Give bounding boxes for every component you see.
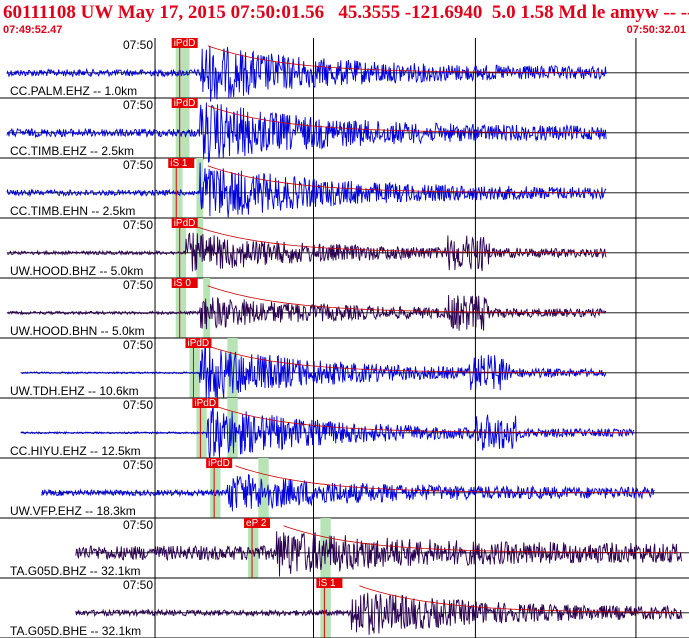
time-tick-label: 07:50: [123, 98, 153, 112]
time-tick-label: 07:50: [123, 338, 153, 352]
pick-band: [182, 98, 190, 158]
trace-panel: 07:50 iPdD UW.TDH.EHZ -- 10.6km: [0, 338, 689, 402]
time-tick-label: 07:50: [123, 38, 153, 52]
pick-band: [196, 398, 207, 458]
waveform: [20, 344, 607, 402]
pick-band: [175, 278, 187, 338]
pick-band: [175, 98, 187, 158]
pick-band: [182, 38, 190, 98]
coda-fit-curve: [207, 105, 604, 133]
trace-panel: 07:50 iS 0 UW.HOOD.BHN -- 5.0km: [0, 278, 689, 339]
waveform: [75, 592, 683, 635]
station-label: TA.G05D.BHE -- 32.1km: [10, 624, 141, 638]
station-label: TA.G05D.BHZ -- 32.1km: [10, 564, 140, 578]
trace-panel: 07:50 iPdD CC.PALM.EHZ -- 1.0km: [0, 38, 689, 102]
time-tick-label: 07:50: [123, 158, 153, 172]
coda-fit-curve: [235, 465, 652, 494]
pick-band: [175, 38, 187, 98]
coda-fit-curve: [193, 225, 606, 254]
waveform: [6, 102, 607, 163]
pick-label: iPdD: [187, 338, 209, 349]
pick-marker: [171, 218, 198, 228]
pick-marker: [168, 158, 195, 168]
coda-fit-curve: [207, 45, 604, 73]
pick-marker: [244, 518, 271, 528]
trace-panel: 07:50 iPdD UW.HOOD.BHZ -- 5.0km: [0, 218, 689, 279]
pick-marker: [171, 278, 198, 288]
pick-band: [175, 218, 187, 278]
pick-marker: [171, 38, 198, 48]
time-tick-label: 07:50: [123, 218, 153, 232]
pick-label: eP 2: [246, 518, 267, 529]
pick-marker: [192, 398, 219, 408]
station-label: CC.PALM.EHZ -- 1.0km: [10, 84, 137, 98]
time-tick-label: 07:50: [123, 398, 153, 412]
pick-band: [172, 158, 183, 218]
trace-panel: 07:50 iS 1 CC.TIMB.EHN -- 2.5km: [0, 158, 689, 219]
pick-label: iS 1: [170, 158, 188, 169]
coda-fit-curve: [207, 165, 604, 193]
trace-panel: 07:50 iS 1 TA.G05D.BHE -- 32.1km: [0, 578, 689, 638]
trace-panel: 07:50 eP 2 TA.G05D.BHZ -- 32.1km: [0, 518, 689, 579]
pick-label: iS 1: [318, 578, 336, 589]
pick-band: [227, 338, 238, 398]
pick-marker: [316, 578, 343, 588]
pick-label: iPdD: [174, 218, 196, 229]
coda-fit-curve: [359, 585, 680, 613]
station-label: UW.HOOD.BHZ -- 5.0km: [10, 264, 143, 278]
waveform: [75, 531, 683, 577]
station-label: UW.TDH.EHZ -- 10.6km: [10, 384, 139, 398]
pick-marker: [206, 458, 233, 468]
end-time: 07:50:32.01: [626, 24, 686, 36]
coda-fit-curve: [207, 285, 604, 313]
station-label: UW.HOOD.BHN -- 5.0km: [10, 324, 145, 338]
pick-band: [189, 338, 200, 398]
time-tick-label: 07:50: [123, 458, 153, 472]
coda-fit-curve: [207, 345, 604, 373]
station-label: UW.VFP.EHZ -- 18.3km: [10, 504, 136, 518]
coda-fit-curve: [214, 405, 631, 434]
event-title: 60111108 UW May 17, 2015 07:50:01.56 45.…: [3, 2, 689, 23]
start-time: 07:49:52.47: [3, 24, 63, 36]
time-tick-label: 07:50: [123, 518, 153, 532]
pick-label: iPdD: [194, 398, 216, 409]
trace-panel: 07:50 iPdD UW.VFP.EHZ -- 18.3km: [0, 458, 689, 519]
time-tick-label: 07:50: [123, 578, 153, 592]
pick-band: [320, 578, 331, 638]
pick-label: iS 0: [174, 278, 192, 289]
waveform: [41, 473, 655, 512]
trace-panel: 07:50 iPdD CC.TIMB.EHZ -- 2.5km: [0, 98, 689, 163]
waveform: [6, 162, 607, 218]
pick-marker: [185, 338, 212, 348]
station-label: CC.HIYU.EHZ -- 12.5km: [10, 444, 141, 458]
pick-band: [248, 518, 259, 578]
header-bar: 60111108 UW May 17, 2015 07:50:01.56 45.…: [0, 0, 689, 38]
station-label: CC.TIMB.EHZ -- 2.5km: [10, 144, 134, 158]
pick-band: [258, 458, 269, 518]
pick-band: [196, 218, 204, 278]
pick-band: [210, 458, 221, 518]
time-tick-label: 07:50: [123, 278, 153, 292]
coda-fit-curve: [283, 525, 680, 553]
waveform: [6, 45, 607, 102]
pick-marker: [171, 98, 198, 108]
pick-label: iPdD: [174, 38, 196, 49]
trace-panel: 07:50 iPdD CC.HIYU.EHZ -- 12.5km: [0, 398, 689, 460]
pick-label: iPdD: [174, 98, 196, 109]
station-label: CC.TIMB.EHN -- 2.5km: [10, 204, 135, 218]
pick-label: iPdD: [208, 458, 230, 469]
waveform: [6, 294, 607, 331]
